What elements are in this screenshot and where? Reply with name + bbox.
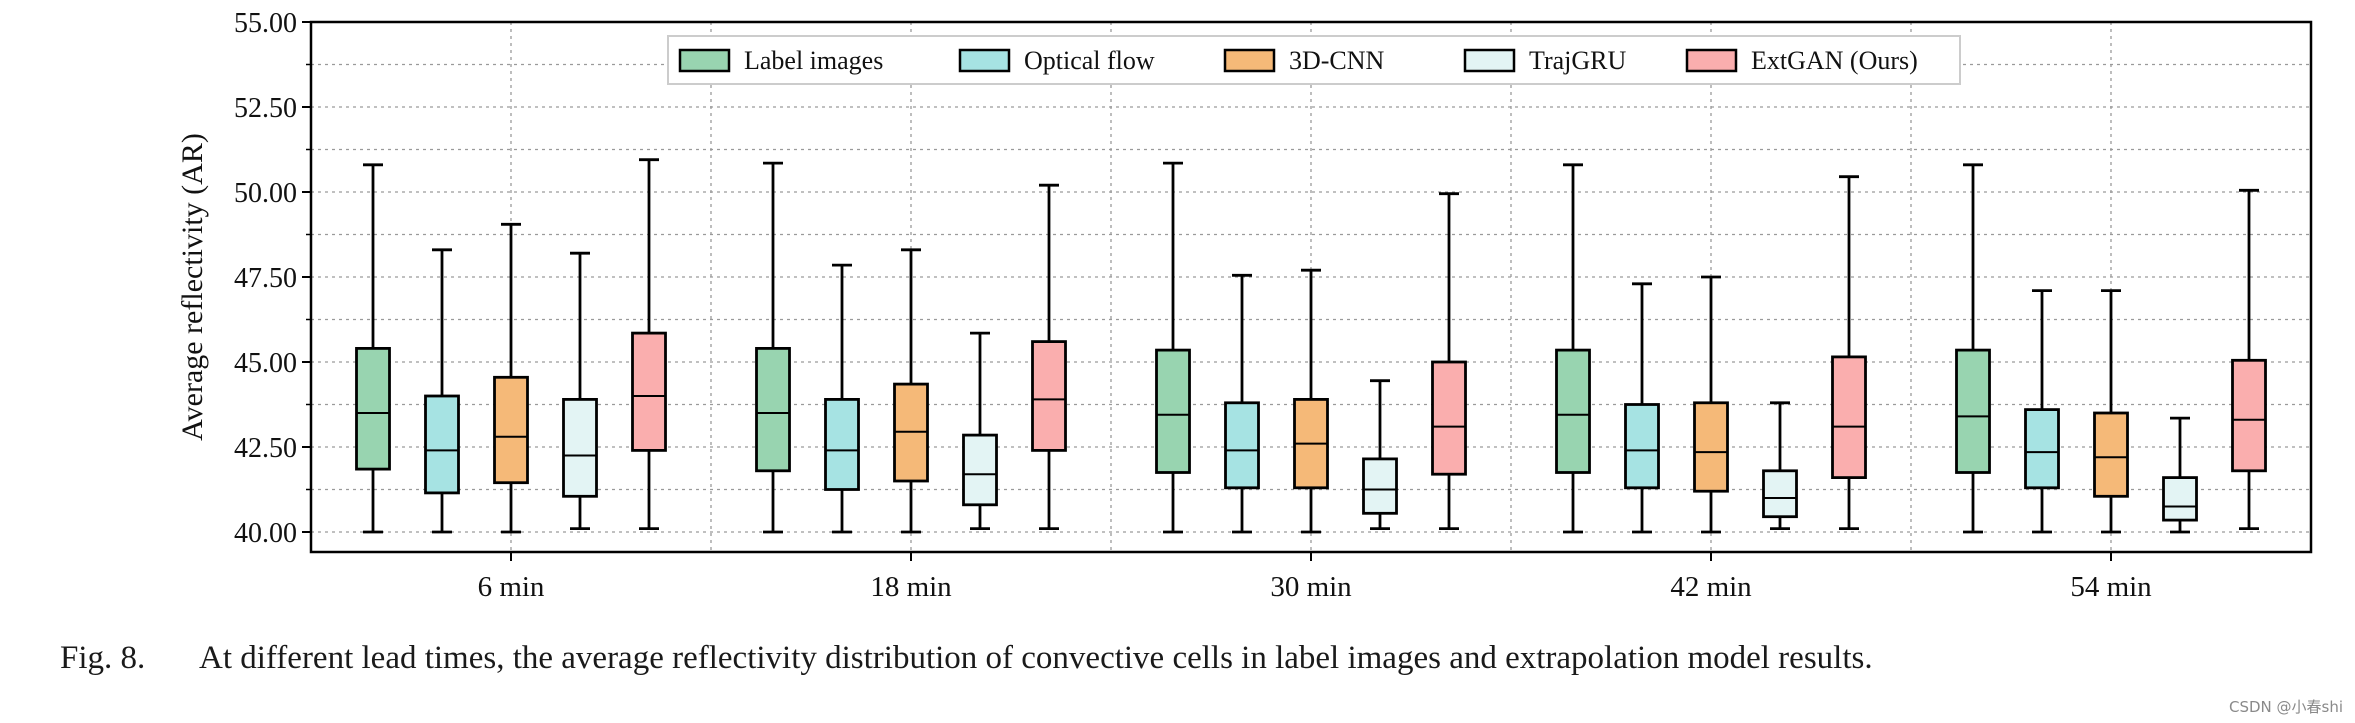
y-tick-label: 45.00 (234, 348, 297, 379)
legend-swatch (1685, 48, 1738, 73)
box-extgan-ours- (1031, 183, 1067, 530)
y-axis-label: Average reflectivity (AR) (176, 133, 209, 441)
box-body (1762, 469, 1798, 519)
caption-label: Fig. 8. (60, 640, 146, 676)
y-tick-label: 55.00 (234, 8, 297, 39)
legend-label: Label images (744, 46, 883, 75)
box-body (2162, 476, 2198, 522)
box-body (1955, 348, 1991, 474)
box-body (1155, 348, 1191, 474)
box-3d-cnn (493, 222, 529, 534)
box-body (1224, 401, 1260, 490)
box-label-images (1555, 163, 1591, 534)
box-body (631, 331, 667, 452)
box-body (1555, 348, 1591, 474)
x-tick-label: 18 min (870, 571, 952, 603)
box-extgan-ours- (1431, 192, 1467, 530)
box-trajgru (1362, 379, 1398, 530)
box-trajgru (562, 251, 598, 530)
figure-caption: Fig. 8. At different lead times, the aver… (60, 640, 1873, 677)
box-extgan-ours- (631, 158, 667, 530)
legend-label: ExtGAN (Ours) (1751, 46, 1918, 75)
x-tick-label: 6 min (478, 571, 545, 603)
box-body (562, 397, 598, 498)
box-body (1693, 401, 1729, 493)
legend-label: TrajGRU (1529, 46, 1627, 75)
box-optical-flow (1224, 273, 1260, 534)
y-tick-label: 52.50 (234, 93, 297, 124)
x-tick-label: 42 min (1670, 571, 1752, 603)
box-3d-cnn (893, 248, 929, 534)
y-tick-label: 50.00 (234, 178, 297, 209)
box-body (424, 394, 460, 495)
y-tick-label: 47.50 (234, 263, 297, 294)
axes: 40.00 42.50 45.00 47.50 50.00 52.50 55.00 6 min… (234, 8, 2152, 603)
box-optical-flow (2024, 289, 2060, 534)
box-trajgru (2162, 416, 2198, 534)
y-tick-label: 42.50 (234, 433, 297, 464)
legend-label: 3D-CNN (1289, 46, 1385, 75)
legend-swatch (1223, 48, 1276, 73)
legend-label: Optical flow (1024, 46, 1155, 75)
box-series (355, 158, 2267, 534)
box-optical-flow (824, 263, 860, 534)
box-body (1831, 355, 1867, 479)
box-trajgru (962, 331, 998, 530)
box-trajgru (1762, 401, 1798, 530)
box-3d-cnn (1693, 275, 1729, 534)
box-body (962, 433, 998, 507)
box-3d-cnn (1293, 268, 1329, 534)
legend-swatch (678, 48, 731, 73)
box-body (2024, 408, 2060, 490)
box-3d-cnn (2093, 289, 2129, 534)
box-label-images (1155, 161, 1191, 534)
box-extgan-ours- (2231, 188, 2267, 530)
box-body (493, 375, 529, 485)
box-label-images (755, 161, 791, 534)
box-body (824, 397, 860, 491)
legend: Label images Optical flow 3D-CNN TrajGRU Ext… (667, 35, 1961, 85)
legend-box (667, 35, 1961, 85)
box-body (1624, 403, 1660, 490)
box-body (1031, 340, 1067, 452)
legend-swatch (958, 48, 1011, 73)
box-optical-flow (1624, 282, 1660, 534)
boxplot-figure: 40.00 42.50 45.00 47.50 50.00 52.50 55.00 6 min… (176, 8, 2313, 603)
box-body (1431, 360, 1467, 476)
legend-swatch (1463, 48, 1516, 73)
y-tick-label: 40.00 (234, 518, 297, 549)
watermark: CSDN @小春shi (2228, 698, 2343, 716)
x-tick-label: 54 min (2070, 571, 2152, 603)
box-label-images (1955, 163, 1991, 534)
caption-text: At different lead times, the average ref… (199, 640, 1873, 676)
x-tick-label: 30 min (1270, 571, 1352, 603)
box-body (2093, 411, 2129, 498)
box-body (755, 346, 791, 473)
box-body (2231, 358, 2267, 473)
box-label-images (355, 163, 391, 534)
box-extgan-ours- (1831, 175, 1867, 530)
box-body (1362, 457, 1398, 515)
box-body (355, 346, 391, 471)
box-optical-flow (424, 248, 460, 534)
